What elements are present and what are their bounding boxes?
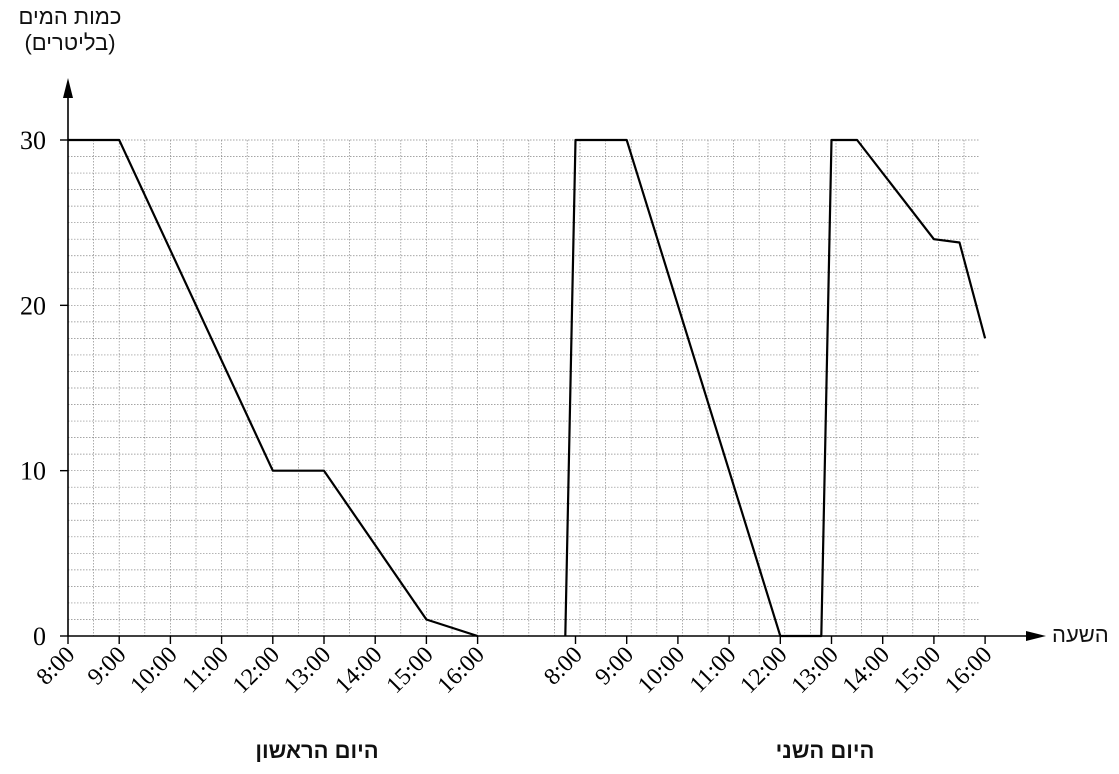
x-tick-label: 13:00 <box>279 642 336 699</box>
y-axis-label-line2: (בליטרים) <box>24 30 116 55</box>
day1-label: היום הראשון <box>255 738 379 763</box>
y-axis-label-line1: כמות המים <box>18 4 122 29</box>
x-tick-label: 11:00 <box>685 642 741 698</box>
x-tick-label: 10:00 <box>633 642 690 699</box>
y-tick-label: 0 <box>33 622 46 651</box>
x-tick-labels: 8:00 9:0010:0011:0012:0013:0014:0015:0016… <box>32 642 998 699</box>
x-tick-label: 9:00 <box>83 642 132 691</box>
y-tick-label: 30 <box>20 126 46 155</box>
y-tick-labels: 0 10 20 30 <box>20 126 46 651</box>
day2-label: היום השני <box>775 738 875 763</box>
y-axis-label: כמות המים (בליטרים) <box>14 4 126 56</box>
x-tick-label: 16:00 <box>433 642 490 699</box>
x-tick-label: 14:00 <box>838 642 895 699</box>
y-tick-label: 10 <box>20 457 46 486</box>
chart-grid <box>67 139 980 636</box>
y-tick-label: 20 <box>20 291 46 320</box>
chart-axes <box>60 78 1046 644</box>
x-tick-label: 15:00 <box>889 642 946 699</box>
x-axis-label: השעה <box>1052 622 1109 647</box>
series-line-day2 <box>564 138 987 638</box>
x-tick-label: 13:00 <box>787 642 844 699</box>
x-tick-label: 8:00 <box>539 642 588 691</box>
y-axis-arrow <box>63 78 73 98</box>
x-tick-label: 15:00 <box>382 642 439 699</box>
x-tick-label: 9:00 <box>590 642 639 691</box>
x-tick-label: 12:00 <box>735 642 792 699</box>
series-line-day1 <box>68 138 478 638</box>
x-tick-label: 10:00 <box>126 642 183 699</box>
x-tick-label: 11:00 <box>177 642 233 698</box>
x-tick-label: 16:00 <box>940 642 997 699</box>
x-axis-arrow <box>1026 631 1046 641</box>
x-tick-label: 14:00 <box>330 642 387 699</box>
chart-series <box>68 138 987 638</box>
x-tick-label: 12:00 <box>228 642 285 699</box>
